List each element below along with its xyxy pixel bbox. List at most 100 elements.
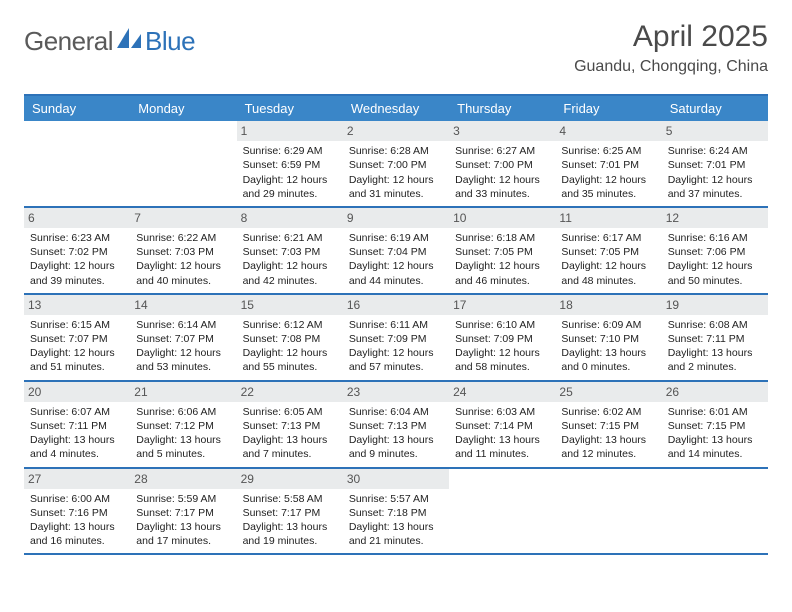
daylight2-text: and 58 minutes. [455, 360, 549, 374]
day-number: 19 [662, 295, 768, 315]
daylight1-text: Daylight: 12 hours [30, 346, 124, 360]
header: General Blue April 2025 Guandu, Chongqin… [24, 20, 768, 76]
sunset-text: Sunset: 6:59 PM [243, 158, 337, 172]
sail-icon [117, 28, 143, 55]
day-cell: 28Sunrise: 5:59 AMSunset: 7:17 PMDayligh… [130, 469, 236, 554]
week-row: 1Sunrise: 6:29 AMSunset: 6:59 PMDaylight… [24, 121, 768, 208]
daylight1-text: Daylight: 12 hours [243, 259, 337, 273]
sunrise-text: Sunrise: 6:16 AM [668, 231, 762, 245]
daylight1-text: Daylight: 13 hours [668, 346, 762, 360]
week-row: 27Sunrise: 6:00 AMSunset: 7:16 PMDayligh… [24, 469, 768, 556]
daylight2-text: and 0 minutes. [561, 360, 655, 374]
sunset-text: Sunset: 7:16 PM [30, 506, 124, 520]
daylight2-text: and 19 minutes. [243, 534, 337, 548]
daylight2-text: and 17 minutes. [136, 534, 230, 548]
sunset-text: Sunset: 7:14 PM [455, 419, 549, 433]
day-number: 25 [555, 382, 661, 402]
sunrise-text: Sunrise: 6:10 AM [455, 318, 549, 332]
sunset-text: Sunset: 7:01 PM [561, 158, 655, 172]
weekday-saturday: Saturday [662, 96, 768, 121]
day-number: 22 [237, 382, 343, 402]
day-number: 20 [24, 382, 130, 402]
sunset-text: Sunset: 7:11 PM [30, 419, 124, 433]
week-row: 6Sunrise: 6:23 AMSunset: 7:02 PMDaylight… [24, 208, 768, 295]
daylight2-text: and 9 minutes. [349, 447, 443, 461]
sunset-text: Sunset: 7:06 PM [668, 245, 762, 259]
daylight1-text: Daylight: 13 hours [349, 520, 443, 534]
day-number: 1 [237, 121, 343, 141]
day-cell: 13Sunrise: 6:15 AMSunset: 7:07 PMDayligh… [24, 295, 130, 380]
daylight1-text: Daylight: 13 hours [30, 433, 124, 447]
daylight1-text: Daylight: 12 hours [455, 346, 549, 360]
sunset-text: Sunset: 7:10 PM [561, 332, 655, 346]
day-cell: 25Sunrise: 6:02 AMSunset: 7:15 PMDayligh… [555, 382, 661, 467]
daylight2-text: and 21 minutes. [349, 534, 443, 548]
day-number: 10 [449, 208, 555, 228]
day-cell: 7Sunrise: 6:22 AMSunset: 7:03 PMDaylight… [130, 208, 236, 293]
sunset-text: Sunset: 7:00 PM [349, 158, 443, 172]
sunset-text: Sunset: 7:17 PM [136, 506, 230, 520]
sunset-text: Sunset: 7:03 PM [136, 245, 230, 259]
sunset-text: Sunset: 7:00 PM [455, 158, 549, 172]
daylight1-text: Daylight: 12 hours [243, 346, 337, 360]
daylight2-text: and 33 minutes. [455, 187, 549, 201]
sunrise-text: Sunrise: 6:02 AM [561, 405, 655, 419]
calendar: Sunday Monday Tuesday Wednesday Thursday… [24, 94, 768, 555]
day-cell: 23Sunrise: 6:04 AMSunset: 7:13 PMDayligh… [343, 382, 449, 467]
sunrise-text: Sunrise: 6:23 AM [30, 231, 124, 245]
weekday-sunday: Sunday [24, 96, 130, 121]
daylight2-text: and 7 minutes. [243, 447, 337, 461]
day-number: 13 [24, 295, 130, 315]
month-title: April 2025 [574, 20, 768, 54]
empty-cell [130, 121, 236, 206]
daylight2-text: and 11 minutes. [455, 447, 549, 461]
day-number: 23 [343, 382, 449, 402]
empty-cell [449, 469, 555, 554]
daylight2-text: and 5 minutes. [136, 447, 230, 461]
daylight2-text: and 46 minutes. [455, 274, 549, 288]
daylight1-text: Daylight: 12 hours [136, 259, 230, 273]
daylight1-text: Daylight: 12 hours [136, 346, 230, 360]
sunrise-text: Sunrise: 6:12 AM [243, 318, 337, 332]
day-number: 27 [24, 469, 130, 489]
day-number: 12 [662, 208, 768, 228]
week-row: 20Sunrise: 6:07 AMSunset: 7:11 PMDayligh… [24, 382, 768, 469]
day-cell: 22Sunrise: 6:05 AMSunset: 7:13 PMDayligh… [237, 382, 343, 467]
sunrise-text: Sunrise: 6:19 AM [349, 231, 443, 245]
day-number: 21 [130, 382, 236, 402]
day-cell: 16Sunrise: 6:11 AMSunset: 7:09 PMDayligh… [343, 295, 449, 380]
sunset-text: Sunset: 7:15 PM [668, 419, 762, 433]
day-cell: 1Sunrise: 6:29 AMSunset: 6:59 PMDaylight… [237, 121, 343, 206]
day-cell: 30Sunrise: 5:57 AMSunset: 7:18 PMDayligh… [343, 469, 449, 554]
day-cell: 5Sunrise: 6:24 AMSunset: 7:01 PMDaylight… [662, 121, 768, 206]
day-number: 5 [662, 121, 768, 141]
sunset-text: Sunset: 7:04 PM [349, 245, 443, 259]
sunrise-text: Sunrise: 6:06 AM [136, 405, 230, 419]
sunrise-text: Sunrise: 6:09 AM [561, 318, 655, 332]
daylight2-text: and 39 minutes. [30, 274, 124, 288]
daylight1-text: Daylight: 13 hours [243, 433, 337, 447]
daylight1-text: Daylight: 12 hours [30, 259, 124, 273]
sunset-text: Sunset: 7:12 PM [136, 419, 230, 433]
day-cell: 11Sunrise: 6:17 AMSunset: 7:05 PMDayligh… [555, 208, 661, 293]
sunset-text: Sunset: 7:13 PM [243, 419, 337, 433]
sunrise-text: Sunrise: 6:01 AM [668, 405, 762, 419]
sunrise-text: Sunrise: 5:57 AM [349, 492, 443, 506]
logo-text-blue: Blue [145, 26, 195, 57]
sunset-text: Sunset: 7:01 PM [668, 158, 762, 172]
day-number: 16 [343, 295, 449, 315]
day-cell: 2Sunrise: 6:28 AMSunset: 7:00 PMDaylight… [343, 121, 449, 206]
daylight1-text: Daylight: 12 hours [668, 173, 762, 187]
daylight1-text: Daylight: 13 hours [243, 520, 337, 534]
title-block: April 2025 Guandu, Chongqing, China [574, 20, 768, 76]
empty-cell [24, 121, 130, 206]
day-cell: 21Sunrise: 6:06 AMSunset: 7:12 PMDayligh… [130, 382, 236, 467]
day-cell: 14Sunrise: 6:14 AMSunset: 7:07 PMDayligh… [130, 295, 236, 380]
sunrise-text: Sunrise: 6:17 AM [561, 231, 655, 245]
weekday-row: Sunday Monday Tuesday Wednesday Thursday… [24, 96, 768, 121]
daylight2-text: and 16 minutes. [30, 534, 124, 548]
sunrise-text: Sunrise: 6:21 AM [243, 231, 337, 245]
day-number: 18 [555, 295, 661, 315]
day-number: 7 [130, 208, 236, 228]
daylight2-text: and 42 minutes. [243, 274, 337, 288]
